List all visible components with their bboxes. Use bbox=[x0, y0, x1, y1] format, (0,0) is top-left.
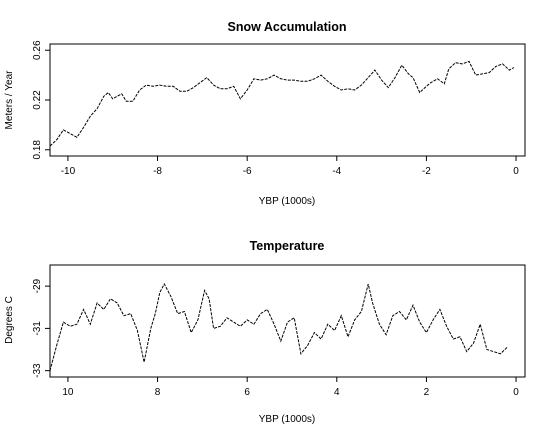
x-tick-label: -10 bbox=[61, 166, 76, 177]
y-axis-label: Meters / Year bbox=[4, 70, 15, 130]
plot-frame bbox=[49, 43, 526, 157]
x-tick-label: 6 bbox=[244, 387, 250, 398]
temperature-series-line bbox=[49, 282, 508, 371]
snow-series-line bbox=[49, 60, 515, 147]
x-axis-label: YBP (1000s) bbox=[259, 414, 316, 425]
x-ticks: -10 -8 -6 -4 -2 0 bbox=[61, 156, 519, 177]
snow-accumulation-panel: Snow Accumulation -10 -8 -6 -4 -2 0 0.180.220… bbox=[4, 20, 526, 207]
temperature-panel: Temperature 10 8 6 4 2 0 -29 -31 -33 YBP (1000s… bbox=[4, 239, 526, 425]
x-tick-label: -8 bbox=[153, 166, 162, 177]
y-tick-label: 0.18 bbox=[32, 140, 43, 160]
y-tick-label: -33 bbox=[32, 363, 43, 378]
plot-frame bbox=[49, 264, 526, 378]
x-tick-label: 2 bbox=[424, 387, 430, 398]
x-tick-label: -6 bbox=[243, 166, 252, 177]
y-ticks: 0.18 0.22 0.26 bbox=[32, 40, 50, 160]
x-tick-label: 0 bbox=[513, 387, 519, 398]
x-axis-label: YBP (1000s) bbox=[259, 196, 316, 207]
x-ticks: 10 8 6 4 2 0 bbox=[62, 377, 519, 398]
y-tick-label: -31 bbox=[32, 321, 43, 336]
y-ticks: -29 -31 -33 bbox=[32, 278, 50, 378]
x-tick-label: -2 bbox=[422, 166, 431, 177]
chart-title: Temperature bbox=[250, 239, 325, 253]
y-tick-label: 0.22 bbox=[32, 90, 43, 110]
x-tick-label: 8 bbox=[155, 387, 161, 398]
x-tick-label: 10 bbox=[62, 387, 74, 398]
y-tick-label: 0.26 bbox=[32, 40, 43, 60]
y-tick-label: -29 bbox=[32, 278, 43, 293]
x-tick-label: 4 bbox=[334, 387, 340, 398]
x-tick-label: -4 bbox=[332, 166, 341, 177]
x-tick-label: 0 bbox=[513, 166, 519, 177]
chart-title: Snow Accumulation bbox=[228, 20, 347, 34]
y-axis-label: Degrees C bbox=[4, 296, 15, 344]
